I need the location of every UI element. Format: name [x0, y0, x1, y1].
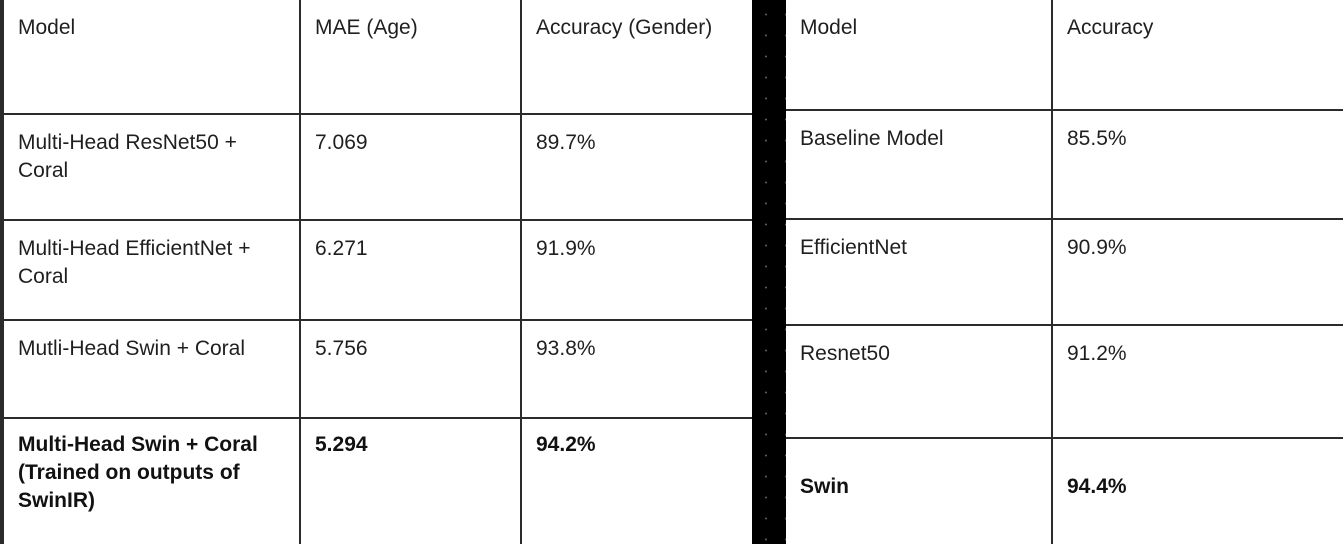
accuracy-cell: 85.5%: [1051, 109, 1343, 220]
table-row-best: Swin 94.4%: [786, 437, 1343, 544]
mae-cell: 6.271: [299, 219, 522, 321]
model-cell: Mutli-Head Swin + Coral: [0, 319, 301, 419]
table-row: Baseline Model 85.5%: [786, 109, 1343, 220]
model-cell: Swin: [786, 437, 1053, 544]
model-cell: Multi-Head ResNet50 + Coral: [0, 113, 301, 221]
accuracy-cell: 93.8%: [520, 319, 754, 419]
table-row: EfficientNet 90.9%: [786, 218, 1343, 326]
header-cell-mae-age: MAE (Age): [299, 0, 522, 115]
accuracy-cell: 94.4%: [1051, 437, 1343, 544]
model-cell: Baseline Model: [786, 109, 1053, 220]
mae-cell: 7.069: [299, 113, 522, 221]
table-row: Multi-Head EfficientNet + Coral 6.271 91…: [0, 219, 754, 321]
table-row: Mutli-Head Swin + Coral 5.756 93.8%: [0, 319, 754, 419]
model-cell: Multi-Head EfficientNet + Coral: [0, 219, 301, 321]
table-row: Resnet50 91.2%: [786, 324, 1343, 439]
classification-accuracy-table: Model Accuracy Baseline Model 85.5% Effi…: [786, 0, 1343, 544]
table-header-row: Model Accuracy: [786, 0, 1343, 111]
mae-cell: 5.756: [299, 319, 522, 419]
classification-accuracy-table-panel: Model Accuracy Baseline Model 85.5% Effi…: [786, 0, 1343, 544]
header-cell-accuracy-gender: Accuracy (Gender): [520, 0, 754, 115]
mae-cell: 5.294: [299, 417, 522, 544]
table-row-best: Multi-Head Swin + Coral (Trained on outp…: [0, 417, 754, 544]
table-header-row: Model MAE (Age) Accuracy (Gender): [0, 0, 754, 115]
accuracy-cell: 90.9%: [1051, 218, 1343, 326]
age-gender-results-table: Model MAE (Age) Accuracy (Gender) Multi-…: [0, 0, 754, 544]
panel-divider: [752, 0, 786, 544]
model-cell: EfficientNet: [786, 218, 1053, 326]
header-cell-model: Model: [786, 0, 1053, 111]
model-cell: Resnet50: [786, 324, 1053, 439]
model-cell: Multi-Head Swin + Coral (Trained on outp…: [0, 417, 301, 544]
accuracy-cell: 91.9%: [520, 219, 754, 321]
header-cell-model: Model: [0, 0, 301, 115]
accuracy-cell: 94.2%: [520, 417, 754, 544]
accuracy-cell: 91.2%: [1051, 324, 1343, 439]
table-row: Multi-Head ResNet50 + Coral 7.069 89.7%: [0, 113, 754, 221]
accuracy-cell: 89.7%: [520, 113, 754, 221]
header-cell-accuracy: Accuracy: [1051, 0, 1343, 111]
age-gender-results-table-panel: Model MAE (Age) Accuracy (Gender) Multi-…: [0, 0, 754, 544]
